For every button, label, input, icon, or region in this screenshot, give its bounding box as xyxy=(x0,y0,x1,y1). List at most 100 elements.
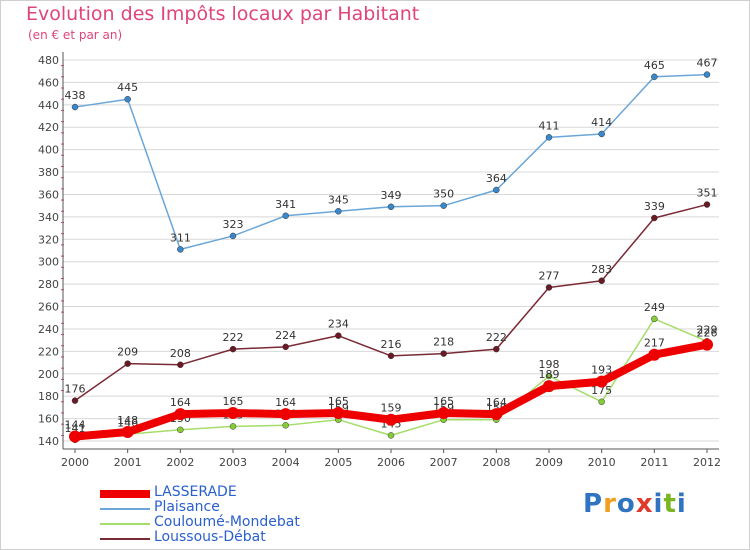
x-tick-label: 2008 xyxy=(482,456,510,469)
data-point-loussous-debat xyxy=(703,201,711,208)
data-point-plaisance xyxy=(177,246,184,253)
data-point-couloume-mondebat xyxy=(229,423,237,430)
legend-label: LASSERADE xyxy=(154,484,237,500)
data-point-lasserade xyxy=(69,430,81,443)
data-label-plaisance: 411 xyxy=(539,119,560,132)
data-label-lasserade: 144 xyxy=(65,419,86,432)
data-point-loussous-debat xyxy=(387,352,395,360)
y-tick-label: 260 xyxy=(38,301,59,314)
y-tick-label: 180 xyxy=(38,390,59,403)
data-point-couloume-mondebat xyxy=(387,432,395,439)
legend-label: Plaisance xyxy=(154,499,220,515)
data-point-loussous-debat xyxy=(493,345,500,353)
data-point-lasserade xyxy=(385,413,397,426)
y-tick-label: 160 xyxy=(38,413,59,426)
legend-label: Loussous-Débat xyxy=(154,529,266,545)
data-label-lasserade: 165 xyxy=(433,395,454,408)
data-label-loussous-debat: 218 xyxy=(433,336,454,349)
data-point-loussous-debat xyxy=(440,350,447,357)
data-label-lasserade: 189 xyxy=(539,368,560,381)
y-tick-label: 280 xyxy=(38,278,59,291)
data-label-loussous-debat: 222 xyxy=(486,331,507,344)
data-point-lasserade xyxy=(595,375,608,388)
y-tick-label: 380 xyxy=(38,166,59,179)
data-label-lasserade: 159 xyxy=(381,402,402,415)
data-point-loussous-debat xyxy=(124,360,131,367)
legend-swatch xyxy=(100,508,150,510)
data-point-couloume-mondebat xyxy=(651,315,658,323)
data-point-lasserade xyxy=(279,408,292,421)
data-point-lasserade xyxy=(227,406,239,419)
data-point-loussous-debat xyxy=(598,277,605,285)
data-point-plaisance xyxy=(282,212,289,220)
y-tick-label: 360 xyxy=(38,188,59,201)
series-line-plaisance xyxy=(74,73,708,251)
data-label-loussous-debat: 224 xyxy=(275,329,296,342)
data-label-couloume-mondebat: 249 xyxy=(644,301,665,314)
data-point-loussous-debat xyxy=(71,397,79,404)
data-point-plaisance xyxy=(703,71,711,78)
x-tick-label: 2007 xyxy=(430,456,458,469)
data-point-couloume-mondebat xyxy=(545,372,553,380)
data-point-loussous-debat xyxy=(282,343,289,351)
logo-letter: P xyxy=(583,489,604,519)
legend-swatch xyxy=(100,523,150,525)
data-point-lasserade xyxy=(332,406,345,419)
data-point-loussous-debat xyxy=(335,332,342,339)
data-point-plaisance xyxy=(335,208,342,215)
y-tick-label: 140 xyxy=(38,435,59,448)
y-tick-label: 400 xyxy=(38,144,59,157)
data-label-lasserade: 193 xyxy=(591,364,612,377)
data-label-lasserade: 165 xyxy=(328,395,349,408)
x-tick-label: 2003 xyxy=(219,456,247,469)
y-tick-label: 440 xyxy=(38,99,59,112)
y-tick-label: 460 xyxy=(38,76,59,89)
data-label-plaisance: 465 xyxy=(644,59,665,72)
data-label-couloume-mondebat: 198 xyxy=(539,358,560,371)
data-label-loussous-debat: 234 xyxy=(328,318,349,331)
x-tick-label: 2005 xyxy=(324,456,352,469)
data-label-lasserade: 217 xyxy=(644,337,665,350)
data-label-plaisance: 341 xyxy=(275,198,296,211)
data-point-couloume-mondebat xyxy=(177,426,184,434)
data-label-lasserade: 164 xyxy=(486,396,507,409)
legend-label: Couloumé-Mondebat xyxy=(154,514,300,530)
data-label-plaisance: 350 xyxy=(433,188,454,201)
x-tick-label: 2010 xyxy=(588,456,616,469)
x-tick-label: 2000 xyxy=(61,456,89,469)
data-label-lasserade: 165 xyxy=(223,395,244,408)
logo-letter: i xyxy=(676,489,687,519)
data-label-couloume-mondebat: 229 xyxy=(697,323,718,336)
legend-swatch xyxy=(100,490,150,498)
data-point-plaisance xyxy=(440,202,447,209)
data-label-loussous-debat: 283 xyxy=(591,263,612,276)
logo-letter: t xyxy=(663,489,677,519)
data-label-couloume-mondebat: 175 xyxy=(591,384,612,397)
proxiti-logo: Proxiti xyxy=(583,489,687,519)
data-label-plaisance: 467 xyxy=(697,57,718,70)
x-tick-label: 2002 xyxy=(166,456,194,469)
data-label-loussous-debat: 209 xyxy=(117,346,138,359)
data-label-lasserade: 148 xyxy=(117,414,138,427)
data-point-plaisance xyxy=(387,203,395,211)
data-point-loussous-debat xyxy=(177,361,184,369)
data-point-plaisance xyxy=(71,103,79,111)
data-label-lasserade: 226 xyxy=(697,327,718,340)
data-label-plaisance: 438 xyxy=(65,89,86,102)
chart-subtitle: (en € et par an) xyxy=(28,28,123,42)
x-tick-label: 2011 xyxy=(640,456,668,469)
data-point-lasserade xyxy=(490,408,503,421)
data-point-loussous-debat xyxy=(651,214,658,222)
data-label-plaisance: 445 xyxy=(117,81,138,94)
logo-letter: o xyxy=(616,489,636,519)
data-point-plaisance xyxy=(229,232,237,240)
data-point-loussous-debat xyxy=(545,284,553,291)
y-tick-label: 200 xyxy=(38,368,59,381)
data-point-loussous-debat xyxy=(229,345,237,353)
data-label-loussous-debat: 222 xyxy=(223,331,244,344)
data-label-lasserade: 164 xyxy=(170,396,191,409)
data-point-lasserade xyxy=(543,380,555,393)
data-point-plaisance xyxy=(493,186,500,194)
